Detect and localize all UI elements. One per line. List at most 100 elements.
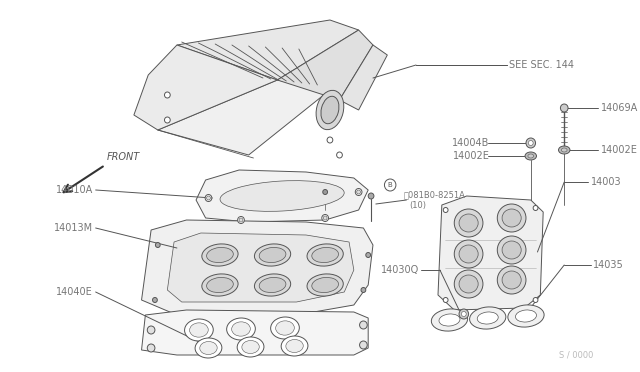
Ellipse shape xyxy=(459,245,478,263)
Ellipse shape xyxy=(360,341,367,349)
Ellipse shape xyxy=(323,216,327,220)
Ellipse shape xyxy=(497,236,526,264)
Text: 14002E: 14002E xyxy=(600,145,637,155)
Text: 14035: 14035 xyxy=(593,260,623,270)
Text: 14069A: 14069A xyxy=(600,103,638,113)
Ellipse shape xyxy=(307,244,343,266)
Ellipse shape xyxy=(355,189,362,196)
Ellipse shape xyxy=(205,195,212,202)
Ellipse shape xyxy=(255,244,291,266)
Polygon shape xyxy=(134,45,277,130)
Ellipse shape xyxy=(459,275,478,293)
Text: 14004B: 14004B xyxy=(452,138,490,148)
Ellipse shape xyxy=(323,189,328,195)
Ellipse shape xyxy=(508,305,544,327)
Ellipse shape xyxy=(147,344,155,352)
Polygon shape xyxy=(141,310,368,355)
Ellipse shape xyxy=(147,326,155,334)
Ellipse shape xyxy=(361,288,366,292)
Polygon shape xyxy=(277,30,373,100)
Ellipse shape xyxy=(237,337,264,357)
Ellipse shape xyxy=(497,266,526,294)
Ellipse shape xyxy=(259,278,286,292)
Ellipse shape xyxy=(276,321,294,335)
Polygon shape xyxy=(438,196,543,310)
Ellipse shape xyxy=(189,323,208,337)
Ellipse shape xyxy=(515,310,536,322)
Text: 14003: 14003 xyxy=(591,177,621,187)
Ellipse shape xyxy=(525,152,536,160)
Ellipse shape xyxy=(286,340,303,353)
Ellipse shape xyxy=(316,90,344,130)
Ellipse shape xyxy=(255,274,291,296)
Ellipse shape xyxy=(533,205,538,211)
Ellipse shape xyxy=(202,274,238,296)
Polygon shape xyxy=(167,233,354,302)
Ellipse shape xyxy=(497,204,526,232)
Polygon shape xyxy=(158,80,330,155)
Ellipse shape xyxy=(470,307,506,329)
Ellipse shape xyxy=(528,154,534,158)
Ellipse shape xyxy=(385,179,396,191)
Ellipse shape xyxy=(156,243,160,247)
Ellipse shape xyxy=(327,137,333,143)
Text: (10): (10) xyxy=(410,201,426,209)
Ellipse shape xyxy=(195,338,222,358)
Ellipse shape xyxy=(237,217,244,224)
Text: 14002E: 14002E xyxy=(452,151,490,161)
Text: 14030Q: 14030Q xyxy=(381,265,419,275)
Ellipse shape xyxy=(312,247,339,263)
Ellipse shape xyxy=(459,309,468,319)
Polygon shape xyxy=(196,170,368,222)
Ellipse shape xyxy=(368,193,374,199)
Text: 14040E: 14040E xyxy=(56,287,93,297)
Ellipse shape xyxy=(431,309,468,331)
Ellipse shape xyxy=(477,312,498,324)
Ellipse shape xyxy=(152,298,157,302)
Ellipse shape xyxy=(337,152,342,158)
Ellipse shape xyxy=(232,322,250,336)
Ellipse shape xyxy=(207,278,234,292)
Polygon shape xyxy=(339,45,387,110)
Ellipse shape xyxy=(207,196,211,200)
Ellipse shape xyxy=(502,271,521,289)
Ellipse shape xyxy=(322,215,328,221)
Polygon shape xyxy=(141,220,373,315)
Ellipse shape xyxy=(529,141,533,145)
Ellipse shape xyxy=(454,270,483,298)
Text: FRONT: FRONT xyxy=(107,152,140,162)
Ellipse shape xyxy=(461,311,466,317)
Ellipse shape xyxy=(242,340,259,353)
Ellipse shape xyxy=(454,240,483,268)
Text: S / 0000: S / 0000 xyxy=(559,351,593,360)
Ellipse shape xyxy=(321,96,339,124)
Ellipse shape xyxy=(454,209,483,237)
Ellipse shape xyxy=(561,148,567,152)
Ellipse shape xyxy=(207,247,234,263)
Ellipse shape xyxy=(444,298,448,302)
Ellipse shape xyxy=(259,247,286,263)
Ellipse shape xyxy=(444,208,448,212)
Ellipse shape xyxy=(271,317,300,339)
Ellipse shape xyxy=(164,92,170,98)
Text: ⒱081B0-8251A: ⒱081B0-8251A xyxy=(404,190,465,199)
Text: 14010A: 14010A xyxy=(56,185,93,195)
Ellipse shape xyxy=(533,298,538,302)
Text: SEE SEC. 144: SEE SEC. 144 xyxy=(509,60,574,70)
Ellipse shape xyxy=(239,218,243,222)
Ellipse shape xyxy=(439,314,460,326)
Ellipse shape xyxy=(526,138,536,148)
Ellipse shape xyxy=(356,190,360,194)
Ellipse shape xyxy=(227,318,255,340)
Ellipse shape xyxy=(202,244,238,266)
Ellipse shape xyxy=(459,214,478,232)
Ellipse shape xyxy=(559,146,570,154)
Ellipse shape xyxy=(200,341,217,355)
Ellipse shape xyxy=(312,278,339,292)
Ellipse shape xyxy=(220,181,344,211)
Ellipse shape xyxy=(561,104,568,112)
Ellipse shape xyxy=(502,209,521,227)
Ellipse shape xyxy=(366,253,371,257)
Ellipse shape xyxy=(360,321,367,329)
Text: B: B xyxy=(388,182,392,188)
